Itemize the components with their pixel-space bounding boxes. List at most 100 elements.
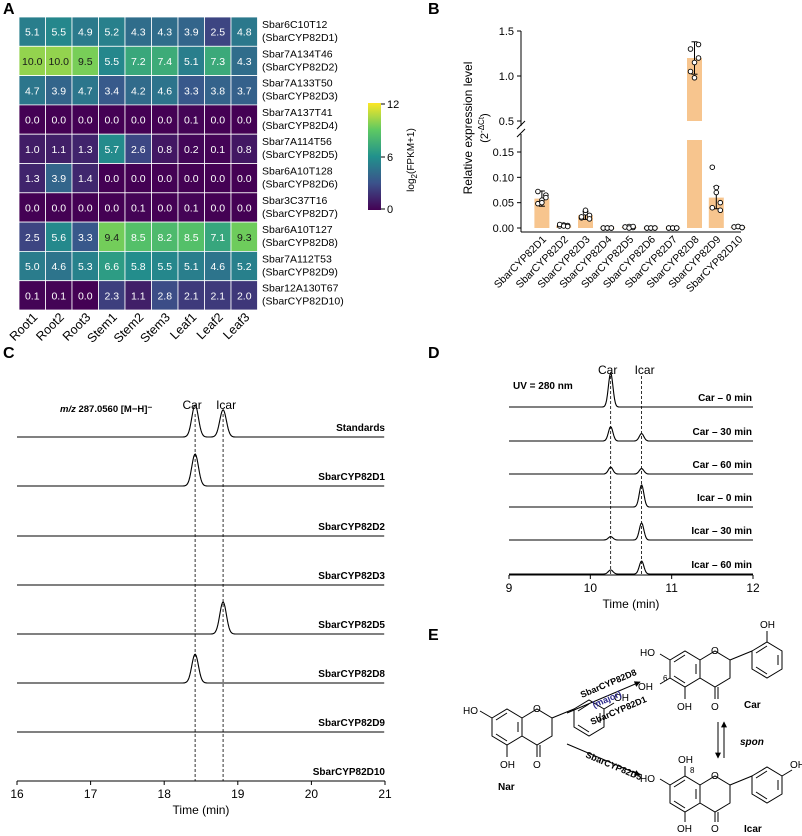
heatmap-row-id: Sbar7A133T50 bbox=[262, 78, 333, 90]
heatmap-column-label: Root2 bbox=[33, 310, 67, 344]
heatmap-row-gene: (SbarCYP82D7) bbox=[262, 208, 338, 220]
heatmap-value: 2.0 bbox=[237, 290, 252, 302]
nar-ketone-label: O bbox=[533, 760, 541, 771]
heatmap-cell bbox=[230, 75, 258, 106]
heatmap-cell bbox=[45, 16, 73, 47]
heatmap-cell bbox=[230, 250, 258, 282]
data-point bbox=[652, 225, 658, 231]
heatmap-value: 0.0 bbox=[210, 115, 225, 127]
car-oh-6-label: OH bbox=[638, 682, 653, 693]
heatmap-value: 1.1 bbox=[131, 290, 146, 302]
heatmap-value: 7.2 bbox=[131, 56, 146, 68]
arrow-to-car bbox=[566, 681, 641, 714]
chromatogram-trace bbox=[509, 425, 753, 442]
heatmap-value: 4.7 bbox=[78, 85, 93, 97]
heatmap-cell bbox=[18, 133, 46, 164]
heatmap-cell bbox=[71, 75, 99, 106]
icar-oh-5-label: OH bbox=[677, 824, 692, 835]
x-tick-label: 9 bbox=[506, 581, 513, 595]
car-oh-top-label: OH bbox=[760, 620, 775, 631]
trace-label: Icar – 60 min bbox=[691, 560, 752, 571]
heatmap-cell bbox=[177, 192, 205, 223]
heatmap-cell bbox=[204, 280, 232, 311]
x-tick-label: 10 bbox=[584, 581, 598, 595]
y-tick-label: 1.0 bbox=[499, 71, 514, 83]
heatmap-value: 0.1 bbox=[51, 290, 66, 302]
trace-label: Standards bbox=[336, 423, 385, 434]
heatmap-value: 0.0 bbox=[51, 202, 66, 214]
heatmap-cell bbox=[18, 45, 46, 76]
heatmap-value: 4.2 bbox=[131, 85, 146, 97]
data-point bbox=[539, 199, 545, 206]
heatmap-value: 9.5 bbox=[78, 56, 93, 68]
heatmap-row-gene: (SbarCYP82D9) bbox=[262, 266, 338, 278]
heatmap-cell bbox=[151, 221, 179, 252]
peak-label: Icar bbox=[635, 363, 655, 377]
car-oh-5-label: OH bbox=[677, 702, 692, 713]
chromatogram-trace bbox=[509, 371, 753, 408]
heatmap-cell bbox=[124, 192, 152, 223]
data-point bbox=[687, 46, 694, 52]
heatmap-value: 2.1 bbox=[184, 290, 199, 302]
heatmap-value: 8.2 bbox=[157, 232, 172, 244]
data-point bbox=[586, 216, 593, 222]
heatmap-row-id: Sbar6A10T128 bbox=[262, 166, 333, 178]
heatmap-value: 4.3 bbox=[237, 56, 252, 68]
heatmap-value: 5.3 bbox=[78, 261, 93, 273]
x-axis-label: Time (min) bbox=[603, 597, 660, 611]
trace-label: Icar – 0 min bbox=[697, 493, 752, 504]
chromatogram-trace bbox=[509, 466, 753, 475]
y-axis-unit: (2-ΔCt) bbox=[477, 113, 491, 142]
colorbar-tick-min: 0 bbox=[387, 204, 393, 216]
heatmap-value: 3.9 bbox=[184, 27, 199, 39]
heatmap-value: 0.0 bbox=[25, 202, 40, 214]
heatmap-value: 9.4 bbox=[104, 232, 119, 244]
heatmap-row-gene: (SbarCYP82D4) bbox=[262, 120, 338, 132]
heatmap-row-gene: (SbarCYP82D5) bbox=[262, 149, 338, 161]
heatmap-value: 5.2 bbox=[237, 261, 252, 273]
car-position-6: 6 bbox=[663, 674, 668, 683]
heatmap-value: 0.0 bbox=[104, 173, 119, 185]
heatmap-value: 8.5 bbox=[184, 232, 199, 244]
heatmap-row-id: Sbar7A137T41 bbox=[262, 107, 333, 119]
heatmap-value: 3.4 bbox=[104, 85, 119, 97]
data-point bbox=[564, 223, 571, 230]
data-point bbox=[691, 59, 698, 66]
heatmap-value: 1.0 bbox=[25, 144, 40, 156]
x-tick-label: 18 bbox=[158, 787, 172, 801]
y-tick-label: 0.5 bbox=[499, 116, 514, 128]
heatmap-value: 0.0 bbox=[237, 173, 252, 185]
heatmap-value: 0.0 bbox=[157, 202, 172, 214]
heatmap-value: 4.3 bbox=[157, 27, 172, 39]
y-axis-label: Relative expression level bbox=[461, 62, 475, 195]
x-tick-label: 11 bbox=[665, 581, 678, 595]
heatmap-cell bbox=[45, 163, 73, 194]
heatmap-column-label: Stem3 bbox=[137, 310, 172, 345]
heatmap-cell bbox=[230, 133, 258, 164]
x-tick-label: 20 bbox=[305, 787, 319, 801]
trace-label: SbarCYP82D5 bbox=[318, 620, 385, 631]
heatmap-cell bbox=[71, 45, 99, 76]
heatmap-cell bbox=[124, 250, 152, 282]
data-point bbox=[673, 225, 680, 231]
heatmap-cell bbox=[45, 250, 73, 282]
data-point bbox=[709, 204, 716, 211]
colorbar-tick-max: 12 bbox=[387, 99, 399, 111]
icar-ho-label: HO bbox=[640, 774, 655, 785]
chromatogram-trace bbox=[509, 560, 753, 575]
heatmap-value: 5.5 bbox=[157, 261, 172, 273]
heatmap-value: 0.8 bbox=[157, 144, 172, 156]
heatmap-value: 4.6 bbox=[210, 261, 225, 273]
heatmap-row-gene: (SbarCYP82D2) bbox=[262, 61, 338, 73]
heatmap-value: 5.1 bbox=[184, 261, 199, 273]
heatmap-value: 0.1 bbox=[131, 202, 146, 214]
heatmap-value: 3.9 bbox=[51, 173, 66, 185]
heatmap-value: 2.5 bbox=[210, 27, 225, 39]
car-ho-label: HO bbox=[640, 648, 655, 659]
y-tick-label: 0.05 bbox=[493, 198, 514, 210]
heatmap-row-id: Sbar6C10T12 bbox=[262, 19, 328, 31]
heatmap-value: 0.0 bbox=[237, 115, 252, 127]
heatmap-cell bbox=[151, 16, 179, 47]
mass-annotation: m/z 287.0560 [M−H]⁻ bbox=[60, 404, 152, 415]
